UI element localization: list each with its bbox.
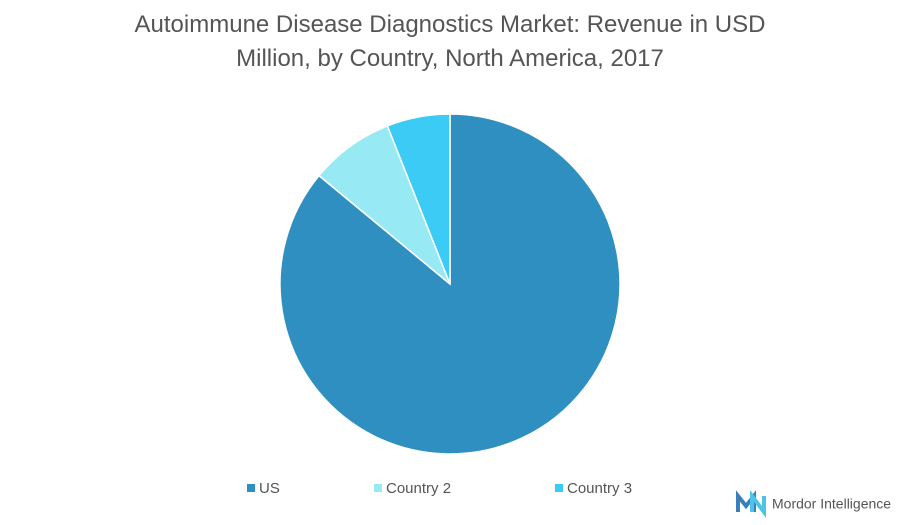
legend-label: Country 3 (567, 480, 632, 497)
logo-icon (750, 490, 766, 518)
legend-swatch (374, 484, 382, 492)
legend-label: US (259, 480, 280, 497)
pie-slice (386, 113, 451, 285)
logo-text: Mordor Intelligence (772, 496, 891, 512)
legend-swatch (247, 484, 255, 492)
legend-swatch (555, 484, 563, 492)
pie-slice (279, 113, 621, 455)
logo: Mordor Intelligence (736, 490, 891, 518)
legend-label: Country 2 (386, 480, 451, 497)
chart-title: Autoimmune Disease Diagnostics Market: R… (134, 11, 766, 72)
